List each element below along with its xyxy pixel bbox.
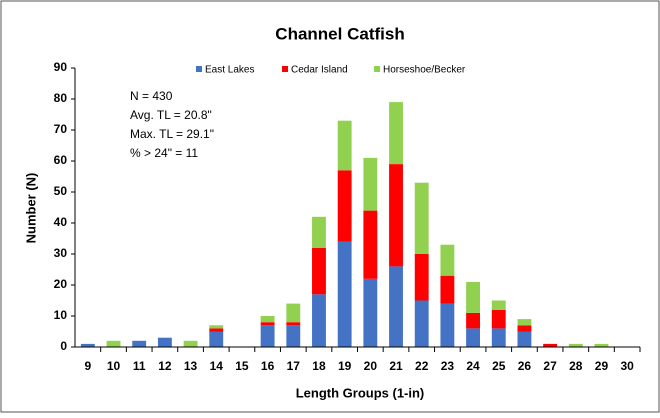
bar-segment — [363, 210, 378, 279]
bar-segment — [363, 157, 378, 211]
bar-segment — [440, 303, 455, 347]
bar-segment — [312, 247, 326, 295]
bar-segment — [312, 294, 326, 347]
bar-segment — [466, 312, 481, 329]
bar-segment — [209, 325, 224, 329]
bar-segment — [440, 275, 455, 304]
x-tick-label: 23 — [441, 359, 455, 373]
legend-label: Cedar Island — [291, 65, 348, 76]
bar-segment — [286, 303, 301, 323]
y-tick-label: 50 — [54, 184, 68, 198]
bar-segment — [337, 241, 352, 347]
x-tick-label: 9 — [84, 359, 91, 373]
x-tick-label: 13 — [184, 359, 198, 373]
bar-segment — [414, 254, 429, 301]
bar-segment — [106, 340, 121, 347]
x-axis-label: Length Groups (1-in) — [296, 385, 425, 400]
bar-segment — [183, 340, 198, 347]
y-tick-label: 0 — [60, 339, 67, 353]
bar-segment — [260, 316, 275, 323]
annotation: Max. TL = 29.1" — [130, 127, 214, 141]
bar-segment — [491, 309, 506, 329]
bar-segment — [414, 300, 429, 347]
annotation: N = 430 — [130, 89, 173, 103]
x-tick-label: 28 — [569, 359, 583, 373]
bar-segment — [286, 325, 301, 347]
x-tick-label: 21 — [389, 359, 403, 373]
bar-segment — [389, 102, 403, 165]
bar-segment — [337, 120, 352, 171]
bar-segment — [286, 322, 301, 326]
y-tick-label: 80 — [54, 91, 68, 105]
annotation: % > 24" = 11 — [130, 146, 198, 160]
bar-segment — [389, 266, 403, 347]
bar-segment — [80, 343, 95, 347]
bar-segment — [209, 331, 224, 347]
x-tick-label: 22 — [415, 359, 429, 373]
x-tick-label: 24 — [466, 359, 480, 373]
bar-segment — [312, 216, 326, 248]
x-tick-label: 30 — [620, 359, 634, 373]
bar-segment — [491, 328, 506, 347]
bar-segment — [568, 343, 583, 347]
x-tick-label: 29 — [595, 359, 609, 373]
x-tick-label: 10 — [107, 359, 121, 373]
bar-segment — [517, 319, 532, 326]
y-tick-label: 40 — [54, 215, 68, 229]
legend-swatch — [282, 66, 288, 72]
legend-swatch — [374, 66, 380, 72]
bar-segment — [440, 244, 455, 276]
bar-segment — [260, 322, 275, 326]
y-tick-label: 60 — [54, 153, 68, 167]
x-tick-label: 12 — [158, 359, 172, 373]
bar-segment — [517, 325, 532, 332]
bar-segment — [414, 182, 429, 254]
bar-segment — [466, 328, 481, 347]
x-tick-label: 19 — [338, 359, 352, 373]
x-tick-label: 20 — [364, 359, 378, 373]
x-tick-label: 18 — [312, 359, 326, 373]
x-tick-label: 11 — [133, 359, 146, 373]
bar-segment — [209, 328, 224, 332]
x-tick-label: 17 — [287, 359, 301, 373]
bar-segment — [132, 340, 147, 347]
bar-segment — [594, 343, 609, 347]
legend-label: Horseshoe/Becker — [383, 65, 466, 76]
bar-segment — [491, 300, 506, 310]
y-tick-label: 10 — [54, 308, 68, 322]
x-tick-label: 16 — [261, 359, 275, 373]
bar-segment — [466, 281, 481, 313]
bar-segment — [363, 278, 378, 347]
legend-label: East Lakes — [205, 65, 254, 76]
x-tick-label: 26 — [518, 359, 532, 373]
x-tick-label: 25 — [492, 359, 506, 373]
bar-segment — [543, 343, 558, 347]
bar-segment — [389, 164, 403, 267]
bar-segment — [337, 170, 352, 242]
bar-segment — [260, 325, 275, 347]
bar-segment — [517, 331, 532, 347]
x-tick-label: 27 — [543, 359, 557, 373]
y-tick-label: 30 — [54, 246, 68, 260]
x-tick-label: 14 — [210, 359, 224, 373]
y-tick-label: 20 — [54, 277, 68, 291]
annotation: Avg. TL = 20.8" — [130, 108, 212, 122]
y-tick-label: 90 — [54, 60, 68, 74]
y-tick-label: 70 — [54, 122, 68, 136]
x-tick-label: 15 — [235, 359, 249, 373]
bar-segment — [157, 337, 172, 347]
chart-title: Channel Catfish — [275, 24, 404, 43]
legend-swatch — [196, 66, 202, 72]
y-axis-label: Number (N) — [23, 173, 38, 244]
